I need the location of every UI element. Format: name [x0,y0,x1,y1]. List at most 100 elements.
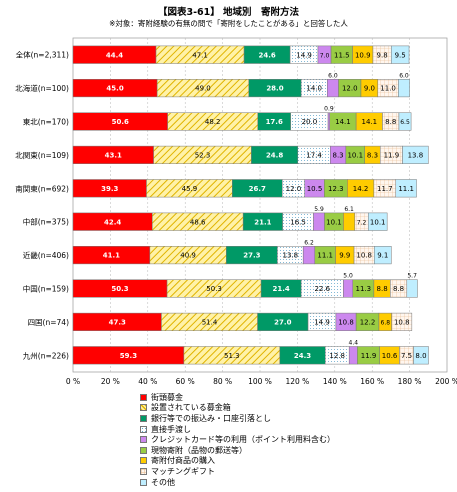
data-label: 6.0 [328,72,338,79]
category-label: 四国(n=74) [28,318,70,327]
data-label: 8.3 [333,152,344,160]
data-label: 10.1 [370,218,386,226]
category-label: 九州(n=226) [23,351,69,360]
data-label: 10.5 [307,185,323,193]
legend-swatch [140,457,147,465]
bar-segment-matching-gift [391,312,413,331]
category-label: 南関東(n=692) [15,183,69,193]
data-label: 9.5 [395,51,406,59]
data-label: 39.3 [101,185,118,193]
bar-segment-other [398,112,412,131]
data-label: 10.1 [347,152,363,160]
data-label: 43.1 [105,152,122,160]
legend-label: その他 [151,477,175,487]
chart-title: 【図表3-61】 地域別 寄附方法 [157,7,300,18]
data-label: 16.5 [290,218,306,226]
legend-label: 銀行等での振込み・口座引落とし [151,413,271,423]
data-label: 4.4 [349,340,359,347]
legend-label: クレジットカード等の利用（ポイント利用料含む） [151,435,335,445]
data-label: 51.3 [224,352,240,360]
data-label: 12.3 [328,185,344,193]
bar-segment-other [374,246,392,265]
data-label: 45.0 [106,85,123,93]
legend-item-bank-transfer: 銀行等での振込み・口座引落とし [140,413,335,424]
data-label: 13.8 [282,252,298,260]
data-label: 50.3 [111,285,128,293]
legend-swatch [140,446,147,454]
data-label: 44.4 [106,51,123,59]
legend-label: マッチングギフト [151,466,215,476]
data-label: 11.9 [361,352,377,360]
data-label: 11.3 [356,285,372,293]
legend-label: 街頭募金 [151,392,183,402]
data-label: 45.9 [182,185,198,193]
data-label: 51.4 [202,319,218,327]
data-label: 40.9 [180,252,196,260]
data-label: 5.0 [343,273,353,280]
x-tick-label: 200 % [435,377,457,386]
data-label: 48.2 [205,118,221,126]
bar-segment-other [402,145,429,164]
data-label: 27.0 [274,319,291,327]
data-label: 11.9 [384,152,400,160]
data-label: 48.6 [190,218,206,226]
bar-segment-credit-card [313,212,325,231]
bar-segment-other [395,179,417,198]
legend-item-donation-box: 設置されている募金箱 [140,403,335,414]
category-label: 中国(n=159) [23,284,69,294]
legend-item-matching-gift: マッチングギフト [140,466,335,477]
data-label: 0.9 [324,106,334,113]
data-label: 17.6 [266,118,283,126]
data-label: 6.5 [400,119,410,126]
data-label: 12.0 [286,185,302,193]
data-label: 14.1 [335,118,351,126]
data-label: 26.7 [249,185,266,193]
x-tick-label: 40 % [138,377,157,386]
bar-segment-credit-card [343,279,354,298]
data-label: 13.8 [408,152,424,160]
legend-swatch [140,467,147,475]
data-label: 12.8 [329,352,345,360]
data-label: 14.9 [314,319,330,327]
data-label: 47.3 [109,319,126,327]
legend-swatch [140,404,147,412]
data-label: 17.4 [306,152,322,160]
data-label: 8.8 [385,118,396,126]
data-label: 12.0 [342,85,358,93]
bar-segment-credit-card [327,79,339,98]
data-label: 11.7 [377,185,393,193]
data-label: 27.3 [243,252,260,260]
legend-swatch [140,436,147,444]
bar-segment-other [391,45,410,64]
data-label: 14.0 [306,85,322,93]
legend-swatch [140,478,147,486]
data-label: 10.8 [338,319,354,327]
data-label: 42.4 [104,218,121,226]
data-label: 7.2 [357,219,367,226]
data-label: 59.3 [120,352,137,360]
legend-label: 設置されている募金箱 [151,403,231,413]
data-label: 5.9 [314,206,324,213]
bar-segment-credit-card [348,346,358,365]
data-label: 8.3 [367,152,378,160]
stacked-bar-chart: 44.4 47.1 24.6 14.9 7.0 11.5 10.9 9.8 9.5 45.0 49.… [15,37,457,386]
data-label: 9.8 [377,51,388,59]
legend-swatch [140,425,147,433]
legend-label: 現物寄附（品物の郵送等） [151,445,247,455]
data-label: 50.6 [112,118,129,126]
category-label: 東北(n=170) [23,117,69,127]
bar-segment-other [398,79,410,98]
bar-segment-credit-card [327,112,331,131]
data-label: 6.2 [304,239,314,246]
data-label: 49.0 [195,85,211,93]
legend-item-credit-card: クレジットカード等の利用（ポイント利用料含む） [140,434,335,445]
data-label: 20.0 [302,118,318,126]
data-label: 22.6 [314,285,330,293]
data-label: 6.0 [399,72,409,79]
data-label: 7.5 [401,352,412,360]
chart-subtitle: ※対象：寄附経験の有無の問で「寄附をしたことがある」と回答した人 [109,19,348,28]
data-label: 5.7 [407,273,417,280]
data-label: 24.6 [258,51,275,59]
data-label: 7.0 [320,52,330,59]
